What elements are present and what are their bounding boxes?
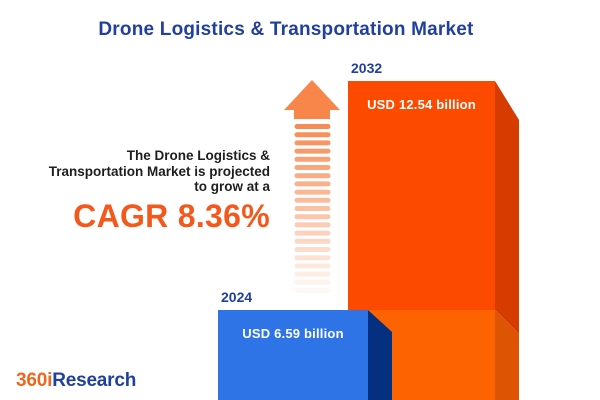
bar-2032-value-label: USD 12.54 billion (367, 97, 476, 112)
arrow-dash (294, 263, 331, 269)
cagr-value: CAGR 8.36% (73, 197, 270, 234)
arrow-dash (294, 222, 331, 228)
bar-2024-side (368, 310, 392, 400)
growth-arrow-trail (294, 124, 331, 293)
growth-arrow-icon (284, 80, 340, 293)
arrow-dash (294, 189, 331, 195)
bar-2024 (218, 310, 392, 400)
annotation-line-2: Transportation Market is projected (48, 163, 270, 179)
arrow-dash (294, 271, 331, 277)
arrow-dash (294, 255, 331, 261)
arrow-dash (294, 124, 331, 129)
arrow-dash (294, 132, 331, 138)
arrow-dash (294, 247, 331, 252)
arrow-dash (294, 214, 331, 220)
bar-2032-side-upper (495, 81, 519, 334)
growth-annotation: The Drone Logistics & Transportation Mar… (0, 148, 270, 235)
bar-2024-year-label: 2024 (221, 289, 253, 305)
arrow-dash (294, 173, 331, 179)
arrow-dash (294, 206, 331, 211)
brand-logo: 360iResearch (16, 370, 136, 392)
bar-2032 (348, 81, 519, 400)
arrow-dash (294, 197, 331, 203)
arrow-dash (294, 148, 331, 154)
bar-2032-side-lower (495, 310, 519, 400)
bar-2032-front-upper (348, 81, 495, 310)
arrow-dash (294, 181, 331, 187)
bar-2032-year-label: 2032 (351, 60, 383, 76)
brand-logo-research: Research (52, 370, 137, 391)
annotation-line-3: to grow at a (194, 179, 270, 195)
arrow-dash (294, 140, 331, 146)
arrow-dash (294, 288, 331, 293)
annotation-line-1: The Drone Logistics & (126, 148, 270, 163)
arrow-dash (294, 156, 331, 162)
arrow-dash (294, 238, 331, 244)
arrow-dash (294, 279, 331, 285)
growth-arrow-head (284, 80, 340, 119)
page-title: Drone Logistics & Transportation Market (98, 19, 474, 40)
brand-logo-360i: 360i (16, 370, 53, 391)
arrow-dash (294, 165, 331, 170)
bar-2024-value-label: USD 6.59 billion (242, 326, 344, 341)
bar-2024-front (218, 310, 368, 400)
arrow-dash (294, 230, 331, 236)
